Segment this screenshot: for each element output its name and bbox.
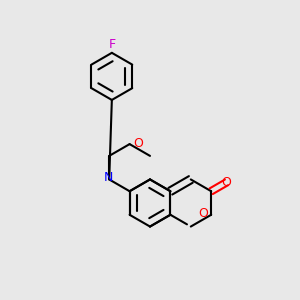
Text: N: N [104, 171, 113, 184]
Text: O: O [222, 176, 231, 189]
Text: O: O [133, 137, 143, 150]
Text: F: F [108, 38, 116, 51]
Text: O: O [198, 207, 208, 220]
